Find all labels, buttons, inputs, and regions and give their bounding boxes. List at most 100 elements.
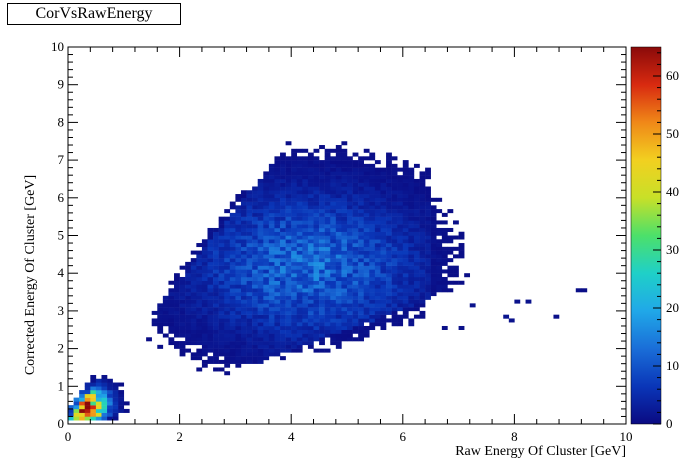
heatmap-cell [330,273,337,278]
heatmap-cell [408,273,415,278]
heatmap-cell [352,265,359,270]
heatmap-cell [363,303,370,308]
heatmap-cell [330,329,337,334]
heatmap-cell [235,205,242,210]
heatmap-cell [296,341,303,346]
heatmap-cell [291,243,298,248]
heatmap-cell [447,246,454,251]
heatmap-cell [201,348,208,353]
heatmap-cell [168,329,175,334]
heatmap-cell [213,318,219,323]
heatmap-cell [218,231,225,236]
heatmap-cell [419,171,426,176]
heatmap-cell [419,205,426,210]
heatmap-cell [95,378,102,383]
heatmap-cell [246,235,253,240]
heatmap-cell [386,178,392,183]
heatmap-cell [307,254,314,259]
heatmap-cell [274,178,281,183]
heatmap-cell [352,182,359,187]
heatmap-cell [391,250,398,255]
heatmap-cell [229,329,236,334]
heatmap-cell [386,261,392,266]
heatmap-cell [307,156,314,161]
heatmap-cell [413,292,420,297]
heatmap-cell [218,288,225,293]
heatmap-cell [246,307,253,312]
heatmap-cell [213,359,219,364]
heatmap-cell [313,295,320,300]
heatmap-cell [196,273,203,278]
heatmap-cell [413,269,420,274]
heatmap-cell [380,190,387,195]
heatmap-cell [319,261,325,266]
heatmap-cell [107,408,113,413]
heatmap-cell [291,205,298,210]
heatmap-cell [252,348,258,353]
x-tick-label: 10 [620,429,633,444]
heatmap-cell [441,220,448,225]
heatmap-cell [285,344,292,349]
heatmap-cell [280,276,286,281]
heatmap-cell [441,227,448,232]
heatmap-cell [408,276,415,281]
heatmap-cell [257,261,264,266]
heatmap-cell [190,318,197,323]
heatmap-cell [274,216,281,221]
heatmap-cell [268,261,275,266]
heatmap-cell [101,386,108,391]
heatmap-cell [363,186,370,191]
heatmap-cell [358,310,364,315]
heatmap-cell [84,401,91,406]
heatmap-cell [268,284,275,289]
heatmap-cell [235,303,242,308]
heatmap-cell [469,303,476,308]
y-tick-label: 4 [58,265,65,280]
heatmap-cell [207,303,214,308]
heatmap-cell [252,310,258,315]
heatmap-cell [246,265,253,270]
heatmap-cell [397,273,404,278]
heatmap-cell [274,186,281,191]
heatmap-cell [224,356,231,361]
heatmap-cell [185,318,192,323]
heatmap-cell [363,246,370,251]
heatmap-cell [207,310,214,315]
heatmap-cell [335,152,342,157]
heatmap-cell [285,171,292,176]
heatmap-cell [235,329,242,334]
heatmap-cell [324,194,331,199]
heatmap-cell [235,344,242,349]
heatmap-cell [402,178,409,183]
heatmap-cell [157,322,164,327]
heatmap-cell [207,261,214,266]
heatmap-cell [235,273,242,278]
heatmap-cell [229,250,236,255]
heatmap-cell [280,292,286,297]
heatmap-cell [201,359,208,364]
heatmap-cell [268,299,275,304]
heatmap-cell [391,318,398,323]
heatmap-cell [274,201,281,206]
heatmap-cell [196,243,203,248]
heatmap-cell [307,175,314,180]
heatmap-cell [408,194,415,199]
heatmap-cell [252,344,258,349]
heatmap-cell [324,231,331,236]
heatmap-cell [413,250,420,255]
heatmap-cell [402,201,409,206]
heatmap-cell [374,178,381,183]
heatmap-cell [263,246,270,251]
heatmap-cell [229,254,236,259]
heatmap-cell [430,212,437,217]
heatmap-cell [347,167,353,172]
heatmap-cell [296,239,303,244]
heatmap-cell [280,201,286,206]
heatmap-cell [95,393,102,398]
heatmap-cell [224,269,231,274]
heatmap-cell [302,265,309,270]
heatmap-cell [218,276,225,281]
heatmap-cell [319,348,325,353]
heatmap-cell [224,235,231,240]
heatmap-cell [235,235,242,240]
